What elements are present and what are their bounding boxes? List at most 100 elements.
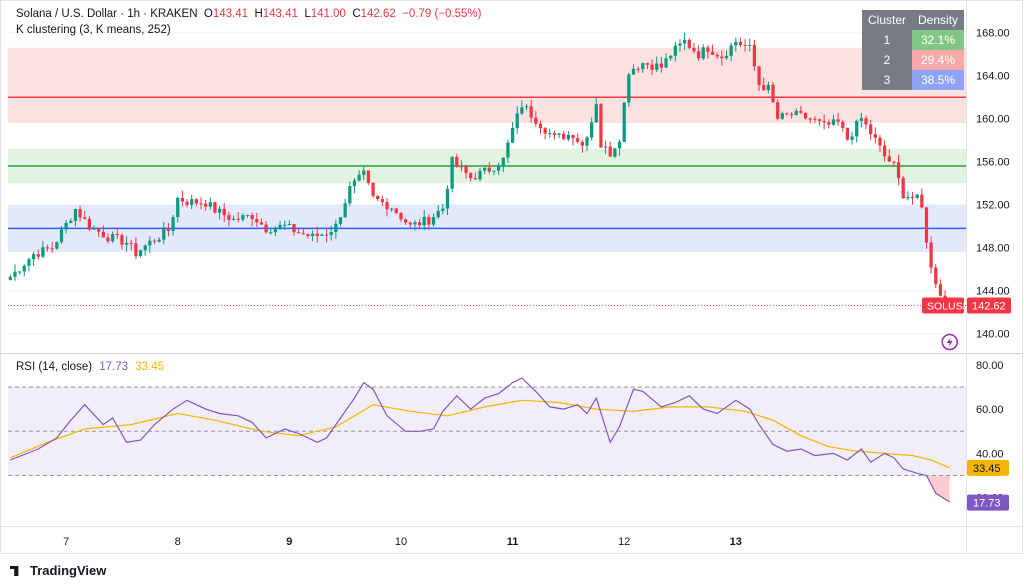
candle-body <box>673 45 677 56</box>
candle-body <box>789 114 794 116</box>
candle-body <box>701 47 705 59</box>
candle-body <box>878 137 882 146</box>
time-tick-label: 13 <box>730 536 742 548</box>
candle-body <box>580 141 584 146</box>
candle-body <box>394 208 398 214</box>
symbol-tag <box>922 297 964 314</box>
candle-body <box>106 237 110 242</box>
candle-body <box>22 265 26 272</box>
candle-body <box>301 233 305 235</box>
candle-body <box>515 113 519 128</box>
candle-body <box>357 174 361 181</box>
candle-body <box>520 107 524 114</box>
candle-body <box>710 51 715 55</box>
candle-body <box>943 295 947 300</box>
candle-body <box>134 243 138 257</box>
time-tick-label: 7 <box>63 536 69 548</box>
candle-body <box>138 250 143 257</box>
candle-body <box>734 41 738 46</box>
indicator-label[interactable]: K clustering (3, K means, 252) <box>16 24 171 36</box>
candle-body <box>59 229 64 243</box>
candle-body <box>217 208 222 213</box>
candle-body <box>836 119 840 122</box>
candle-body <box>659 63 664 68</box>
symbol-tag-label: SOLUSD <box>927 301 971 313</box>
candle-body <box>696 51 701 59</box>
candle-body <box>776 102 780 119</box>
candle-body <box>431 217 436 225</box>
candle-body <box>352 180 357 187</box>
rsi-header[interactable]: RSI (14, close) 17.73 33.45 <box>16 361 164 373</box>
candle-body <box>292 223 296 233</box>
candle-body <box>608 146 612 157</box>
candle-body <box>436 211 440 218</box>
candle-body <box>464 166 468 173</box>
candle-body <box>669 55 673 59</box>
candle-body <box>83 217 87 219</box>
candle-body <box>562 133 566 140</box>
time-tick-label: 12 <box>618 536 630 548</box>
candle-body <box>571 134 575 139</box>
candle-body <box>399 213 403 220</box>
rsi-oversold-fill <box>926 475 950 503</box>
cluster-id: 2 <box>862 50 913 70</box>
candle-body <box>803 112 808 119</box>
candle-body <box>636 68 640 70</box>
candle-body <box>538 123 543 129</box>
candle-body <box>445 188 450 209</box>
tradingview-logo[interactable]: TradingView <box>10 563 106 578</box>
time-tick-label: 10 <box>395 536 407 548</box>
candle-body <box>924 207 929 243</box>
candle-body <box>348 186 352 204</box>
price-tag <box>967 297 1011 314</box>
time-tick-label: 9 <box>286 536 292 548</box>
candle-body <box>278 225 282 229</box>
cluster-table: Cluster Density 1 32.1% 2 29.4% 3 38.5% <box>862 10 965 90</box>
candle-body <box>566 134 571 140</box>
candle-body <box>31 254 36 260</box>
candle-body <box>227 215 231 220</box>
chart-frame <box>0 0 1023 554</box>
candle-body <box>552 133 557 135</box>
candle-body <box>808 118 812 120</box>
candle-body <box>171 216 175 232</box>
candle-body <box>329 231 333 235</box>
candle-body <box>631 68 636 75</box>
cluster-header: Cluster <box>862 10 913 30</box>
candle-body <box>36 254 40 257</box>
rsi-ma-value: 33.45 <box>135 361 165 373</box>
rsi-ma-line <box>10 399 950 469</box>
candle-body <box>55 242 59 249</box>
candle-body <box>115 234 119 236</box>
candle-body <box>231 218 236 220</box>
candle-body <box>422 216 426 226</box>
candle-body <box>855 120 859 137</box>
candle-body <box>938 284 943 296</box>
candle-body <box>543 128 547 134</box>
candle-body <box>762 85 766 91</box>
candle-body <box>41 247 45 257</box>
tradingview-logo-icon <box>10 566 19 576</box>
candle-body <box>729 45 733 56</box>
candle-body <box>683 39 687 44</box>
rsi-label: RSI (14, close) <box>16 361 93 373</box>
candle-body <box>510 127 515 143</box>
candle-body <box>738 41 743 46</box>
candle-body <box>859 118 863 121</box>
price-tick-label: 164.00 <box>976 71 1010 83</box>
price-tick-label: 144.00 <box>976 286 1010 298</box>
rsi-ma-tag-label: 33.45 <box>973 463 1001 475</box>
candle-body <box>748 44 752 46</box>
candle-body <box>222 208 226 216</box>
candle-body <box>371 182 375 196</box>
symbol-title: Solana / U.S. Dollar · 1h · KRAKEN <box>16 8 198 20</box>
candle-body <box>655 63 659 70</box>
candle-body <box>873 134 877 138</box>
candle-body <box>687 39 691 48</box>
candle-body <box>557 133 561 135</box>
candle-body <box>111 234 115 242</box>
candle-body <box>190 199 194 205</box>
candle-body <box>706 47 710 52</box>
candle-body <box>97 228 101 232</box>
